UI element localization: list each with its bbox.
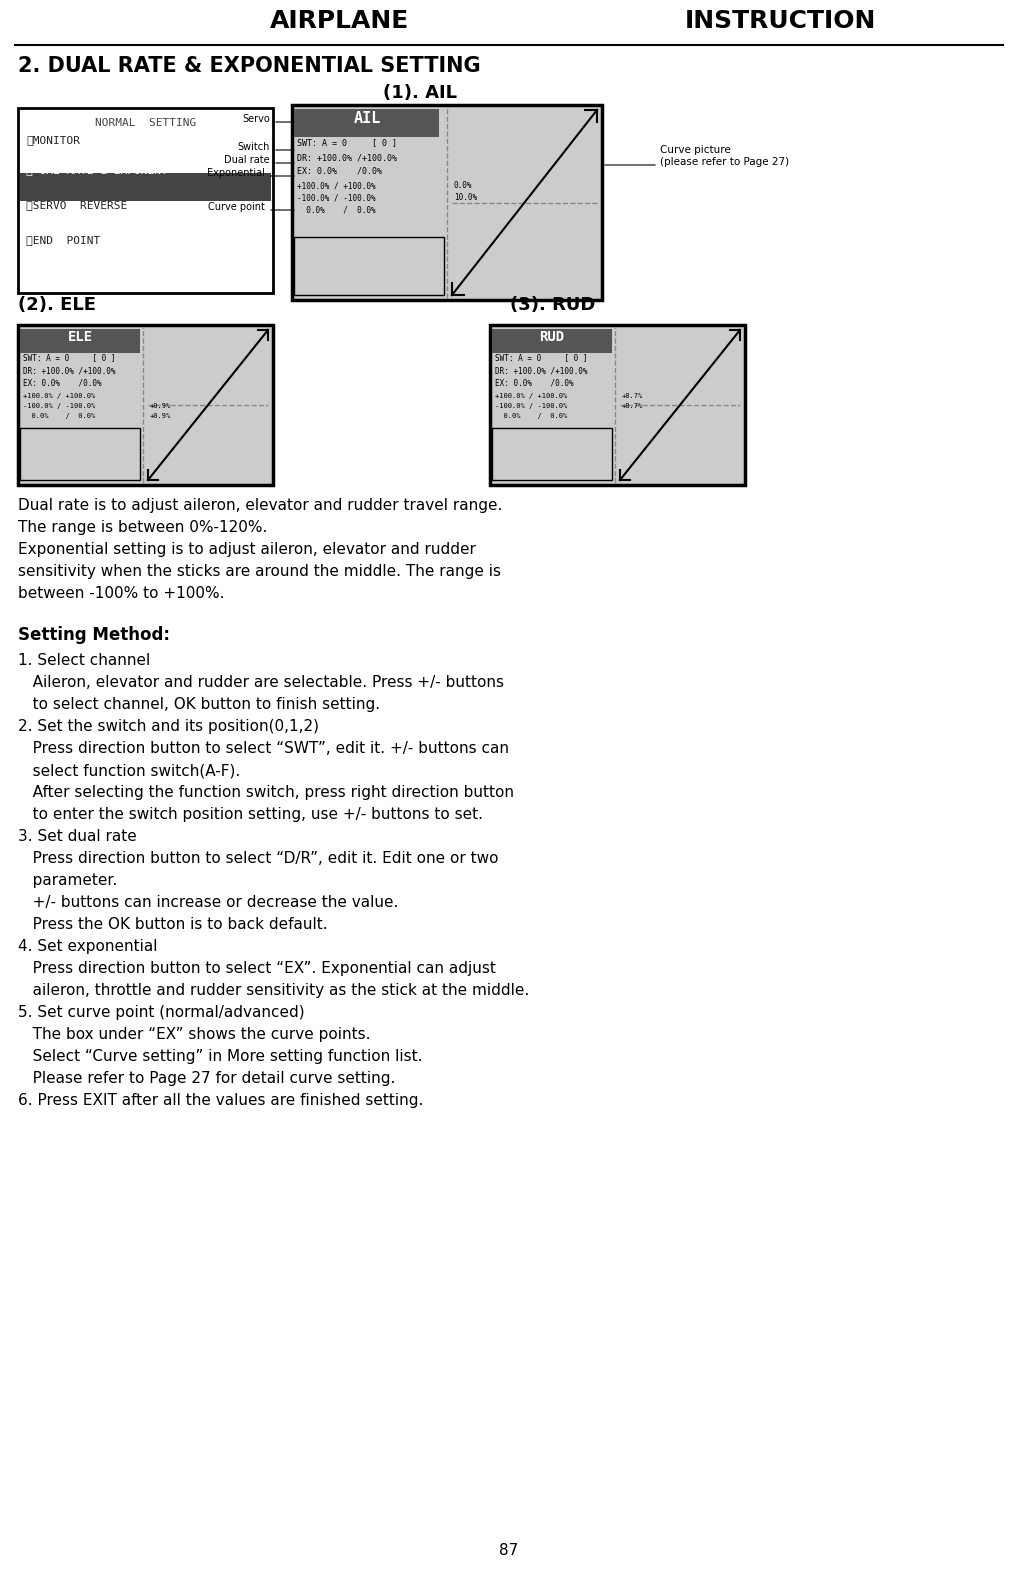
Text: Dual rate is to adjust aileron, elevator and rudder travel range.: Dual rate is to adjust aileron, elevator… [18,497,502,513]
FancyBboxPatch shape [18,109,273,293]
Text: EX: 0.0%    /0.0%: EX: 0.0% /0.0% [297,165,382,175]
FancyBboxPatch shape [294,109,439,137]
Text: DR: +100.0% /+100.0%: DR: +100.0% /+100.0% [297,153,397,162]
Text: Exponential setting is to adjust aileron, elevator and rudder: Exponential setting is to adjust aileron… [18,541,475,557]
Text: 6. Press EXIT after all the values are finished setting.: 6. Press EXIT after all the values are f… [18,1092,423,1108]
Text: Press direction button to select “D/R”, edit it. Edit one or two: Press direction button to select “D/R”, … [18,852,503,866]
Text: EX: 0.0%    /0.0%: EX: 0.0% /0.0% [495,378,573,387]
FancyBboxPatch shape [20,329,140,353]
Text: Press direction button to select “SWT”, edit it. +/- buttons can: Press direction button to select “SWT”, … [18,741,509,756]
Text: AIRPLANE: AIRPLANE [271,9,409,33]
Text: +100.0% / +100.0%: +100.0% / +100.0% [495,394,567,398]
Text: +8.7%: +8.7% [622,394,643,398]
Text: 1. Select channel: 1. Select channel [18,653,151,667]
FancyBboxPatch shape [490,324,745,485]
Text: ELE: ELE [67,331,93,345]
Text: 2. DUAL RATE & EXPONENTIAL SETTING: 2. DUAL RATE & EXPONENTIAL SETTING [18,57,480,76]
Text: to select channel, OK button to finish setting.: to select channel, OK button to finish s… [18,697,380,711]
Text: +8.7%: +8.7% [622,403,643,409]
Text: +100.0% / +100.0%: +100.0% / +100.0% [23,394,96,398]
Text: Aileron, elevator and rudder are selectable. Press +/- buttons: Aileron, elevator and rudder are selecta… [18,675,504,689]
FancyBboxPatch shape [294,238,444,294]
Text: Servo: Servo [242,113,270,124]
Text: Switch: Switch [237,142,270,153]
Text: AIL: AIL [353,112,381,126]
Text: Please refer to Page 27 for detail curve setting.: Please refer to Page 27 for detail curve… [18,1070,395,1086]
Text: -100.0% / -100.0%: -100.0% / -100.0% [297,194,376,201]
Text: 0.0%    /  0.0%: 0.0% / 0.0% [297,205,376,214]
FancyBboxPatch shape [292,105,602,301]
FancyBboxPatch shape [18,324,273,485]
Text: ③SERVO  REVERSE: ③SERVO REVERSE [26,200,127,209]
Text: +100.0% / +100.0%: +100.0% / +100.0% [297,181,376,190]
Text: RUD: RUD [540,331,565,345]
Text: aileron, throttle and rudder sensitivity as the stick at the middle.: aileron, throttle and rudder sensitivity… [18,984,529,998]
Text: (2). ELE: (2). ELE [18,296,96,313]
Text: (1). AIL: (1). AIL [383,83,457,102]
Text: 5. Set curve point (normal/advanced): 5. Set curve point (normal/advanced) [18,1006,304,1020]
Text: The box under “EX” shows the curve points.: The box under “EX” shows the curve point… [18,1026,371,1042]
Text: parameter.: parameter. [18,874,117,888]
Text: Exponential: Exponential [207,168,265,178]
Text: ①MONITOR: ①MONITOR [26,135,80,145]
Text: DR: +100.0% /+100.0%: DR: +100.0% /+100.0% [23,367,115,375]
Text: Dual rate: Dual rate [224,154,270,165]
Text: SWT: A = 0     [ 0 ]: SWT: A = 0 [ 0 ] [297,139,397,146]
Text: After selecting the function switch, press right direction button: After selecting the function switch, pre… [18,785,514,800]
Text: 3. Set dual rate: 3. Set dual rate [18,829,136,844]
Text: 0.0%: 0.0% [454,181,472,190]
Text: Press direction button to select “EX”. Exponential can adjust: Press direction button to select “EX”. E… [18,962,496,976]
Text: between -100% to +100%.: between -100% to +100%. [18,586,225,601]
Text: ④END  POINT: ④END POINT [26,235,100,246]
Text: select function switch(A-F).: select function switch(A-F). [18,763,240,778]
Text: +0.9%: +0.9% [150,403,171,409]
FancyBboxPatch shape [20,173,271,201]
Text: -100.0% / -100.0%: -100.0% / -100.0% [23,403,96,409]
Text: -100.0% / -100.0%: -100.0% / -100.0% [495,403,567,409]
Text: 2. Set the switch and its position(0,1,2): 2. Set the switch and its position(0,1,2… [18,719,319,733]
FancyBboxPatch shape [492,329,612,353]
Text: EX: 0.0%    /0.0%: EX: 0.0% /0.0% [23,378,102,387]
Text: 10.0%: 10.0% [454,194,477,201]
Text: 0.0%    /  0.0%: 0.0% / 0.0% [495,412,567,419]
Text: 87: 87 [500,1543,518,1558]
Text: 0.0%    /  0.0%: 0.0% / 0.0% [23,412,96,419]
Text: 4. Set exponential: 4. Set exponential [18,940,158,954]
FancyBboxPatch shape [492,428,612,480]
Text: +/- buttons can increase or decrease the value.: +/- buttons can increase or decrease the… [18,896,398,910]
Text: DR: +100.0% /+100.0%: DR: +100.0% /+100.0% [495,367,587,375]
Text: NORMAL  SETTING: NORMAL SETTING [95,118,196,127]
Text: Curve point: Curve point [208,201,265,212]
Text: Setting Method:: Setting Method: [18,626,170,644]
Text: (3). RUD: (3). RUD [510,296,596,313]
Text: SWT: A = 0     [ 0 ]: SWT: A = 0 [ 0 ] [495,353,587,362]
Text: Press the OK button is to back default.: Press the OK button is to back default. [18,918,328,932]
Text: Select “Curve setting” in More setting function list.: Select “Curve setting” in More setting f… [18,1048,422,1064]
Text: The range is between 0%-120%.: The range is between 0%-120%. [18,519,268,535]
Text: INSTRUCTION: INSTRUCTION [684,9,875,33]
Text: sensitivity when the sticks are around the middle. The range is: sensitivity when the sticks are around t… [18,563,501,579]
Text: Curve picture
(please refer to Page 27): Curve picture (please refer to Page 27) [660,145,789,167]
FancyBboxPatch shape [20,428,140,480]
Text: to enter the switch position setting, use +/- buttons to set.: to enter the switch position setting, us… [18,807,483,822]
Text: SWT: A = 0     [ 0 ]: SWT: A = 0 [ 0 ] [23,353,115,362]
Text: +0.9%: +0.9% [150,412,171,419]
Text: ② UAL RATE & EXPONENT: ② UAL RATE & EXPONENT [26,165,168,175]
